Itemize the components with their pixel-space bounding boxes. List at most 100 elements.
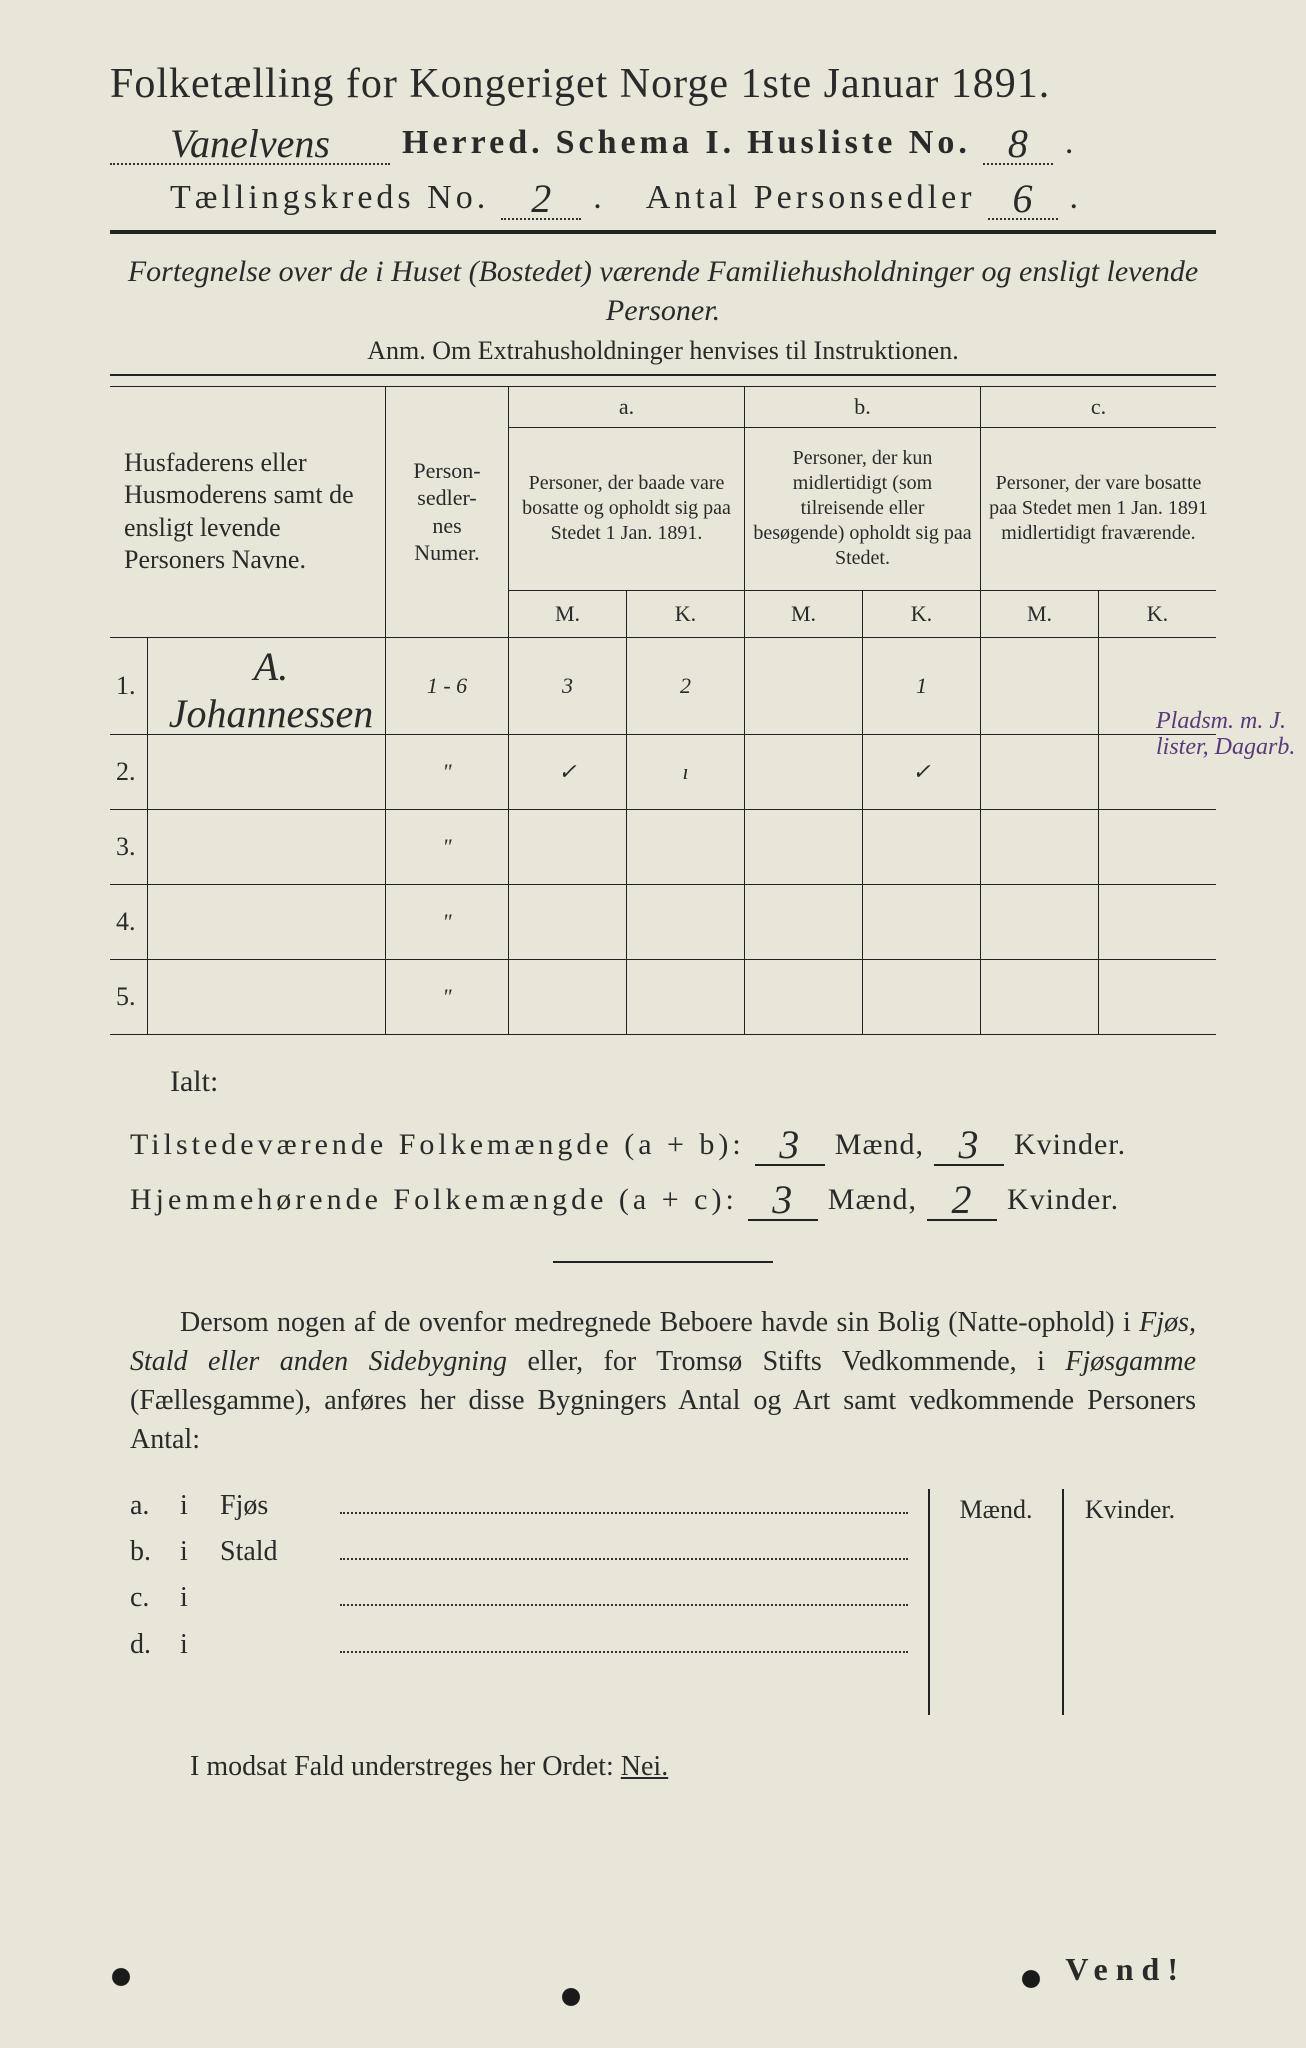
bldg-i: i (180, 1629, 210, 1661)
dotted-line (340, 1628, 908, 1652)
hjem-label: Hjemmehørende Folkemængde (a + c): (130, 1183, 738, 1217)
table-row: 3." (110, 809, 1216, 884)
cell-a-k: 2 (627, 637, 745, 734)
table-cell (929, 1623, 1063, 1669)
divider (110, 374, 1216, 376)
ialt-label: Ialt: (170, 1065, 1216, 1099)
hjem-k: 2 (951, 1177, 972, 1222)
bldg-i: i (180, 1582, 210, 1614)
bldg-i: i (180, 1536, 210, 1568)
group-a-text: Personer, der baade vare bosatte og opho… (509, 427, 745, 590)
cell-b-k: ✓ (863, 734, 981, 809)
building-row: b. i Stald (130, 1536, 908, 1568)
schema-label: Schema I. (556, 124, 736, 162)
antal-label: Antal Personsedler (646, 179, 976, 217)
hjem-m: 3 (772, 1177, 793, 1222)
bldg-idx: a. (130, 1490, 170, 1522)
group-a-label: a. (509, 387, 745, 428)
cell-a-k (627, 809, 745, 884)
col-num-header: Person- sedler- nes Numer. (386, 387, 509, 638)
tilst-k: 3 (958, 1122, 979, 1167)
maend-label: Mænd, (835, 1128, 924, 1162)
m-label: M. (745, 590, 863, 637)
cell-b-k (863, 959, 981, 1034)
bldg-i: i (180, 1490, 210, 1522)
kreds-value: 2 (531, 176, 551, 221)
cell-a-m (509, 884, 627, 959)
table-cell (929, 1531, 1063, 1577)
kvinder-label: Kvinder. (1007, 1183, 1119, 1217)
table-cell (929, 1669, 1063, 1715)
row-num: " (386, 884, 509, 959)
row-num: " (386, 959, 509, 1034)
vend-label: Vend! (1065, 1951, 1186, 1988)
table-row: 1.A. Johannessen1 - 6321 (110, 637, 1216, 734)
group-b-label: b. (745, 387, 981, 428)
cell-a-k (627, 959, 745, 1034)
cell-a-m: ✓ (509, 734, 627, 809)
cell-a-m (509, 959, 627, 1034)
tilst-label: Tilstedeværende Folkemængde (a + b): (130, 1128, 745, 1162)
herred-label: Herred. (402, 124, 544, 162)
maend-col: Mænd. (929, 1489, 1063, 1531)
table-row: 4." (110, 884, 1216, 959)
herred-value: Vanelvens (170, 121, 330, 166)
building-row: c. i (130, 1582, 908, 1614)
bldg-idx: c. (130, 1582, 170, 1614)
row-num: " (386, 734, 509, 809)
header-line-2: Vanelvens Herred. Schema I. Husliste No.… (110, 116, 1216, 165)
row-name: A. Johannessen (148, 637, 386, 734)
cell-c-m (981, 637, 1099, 734)
building-block: a.iFjøsb.iStaldc.id.i Mænd.Kvinder. (130, 1489, 1196, 1715)
tilst-m: 3 (779, 1122, 800, 1167)
cell-a-m (509, 809, 627, 884)
page-title: Folketælling for Kongeriget Norge 1ste J… (110, 60, 1216, 108)
kvinder-label: Kvinder. (1014, 1128, 1126, 1162)
cell-a-k (627, 884, 745, 959)
cell-c-m (981, 734, 1099, 809)
cell-b-k: 1 (863, 637, 981, 734)
anm-note: Anm. Om Extrahusholdninger henvises til … (110, 336, 1216, 366)
table-row: 5. " (110, 959, 1216, 1034)
row-num: " (386, 809, 509, 884)
nei-word: Nei. (621, 1751, 668, 1782)
table-cell (1063, 1669, 1196, 1715)
building-row: d.i (130, 1628, 908, 1660)
cell-b-m (745, 734, 863, 809)
cell-c-k (1099, 809, 1217, 884)
dotted-line (340, 1536, 908, 1560)
bldg-name: Stald (220, 1536, 330, 1568)
k-label: K. (863, 590, 981, 637)
census-form-page: Folketælling for Kongeriget Norge 1ste J… (0, 0, 1306, 2048)
margin-annotation: Pladsm. m. J. lister, Dagarb. (1156, 708, 1296, 761)
cell-b-k (863, 884, 981, 959)
m-label: M. (509, 590, 627, 637)
bldg-idx: b. (130, 1536, 170, 1568)
cell-b-m (745, 809, 863, 884)
punch-hole-icon (560, 1986, 582, 2008)
col-names-header: Husfaderens eller Husmoderens samt de en… (110, 387, 386, 638)
totals-hjemmehoerende: Hjemmehørende Folkemængde (a + c): 3 Mæn… (130, 1172, 1216, 1221)
row-name (148, 884, 386, 959)
divider (553, 1261, 773, 1263)
row-name (148, 734, 386, 809)
dotted-line (340, 1489, 908, 1513)
cell-b-m (745, 959, 863, 1034)
maend-label: Mænd, (828, 1183, 917, 1217)
group-c-text: Personer, der vare bosatte paa Stedet me… (981, 427, 1217, 590)
cell-a-k: ı (627, 734, 745, 809)
husliste-value: 8 (1008, 121, 1028, 166)
row-index: 5. (110, 959, 148, 1034)
totals-tilstedevaerende: Tilstedeværende Folkemængde (a + b): 3 M… (130, 1117, 1216, 1166)
kvinder-col: Kvinder. (1063, 1489, 1196, 1531)
dotted-line (340, 1582, 908, 1606)
header-line-3: Tællingskreds No. 2. Antal Personsedler … (110, 171, 1216, 220)
table-cell (929, 1577, 1063, 1623)
cell-b-k (863, 809, 981, 884)
row-name (148, 809, 386, 884)
table-row: 2."✓ı✓ (110, 734, 1216, 809)
row-name (148, 959, 386, 1034)
cell-c-k (1099, 959, 1217, 1034)
cell-c-m (981, 809, 1099, 884)
row-index: 1. (110, 637, 148, 734)
